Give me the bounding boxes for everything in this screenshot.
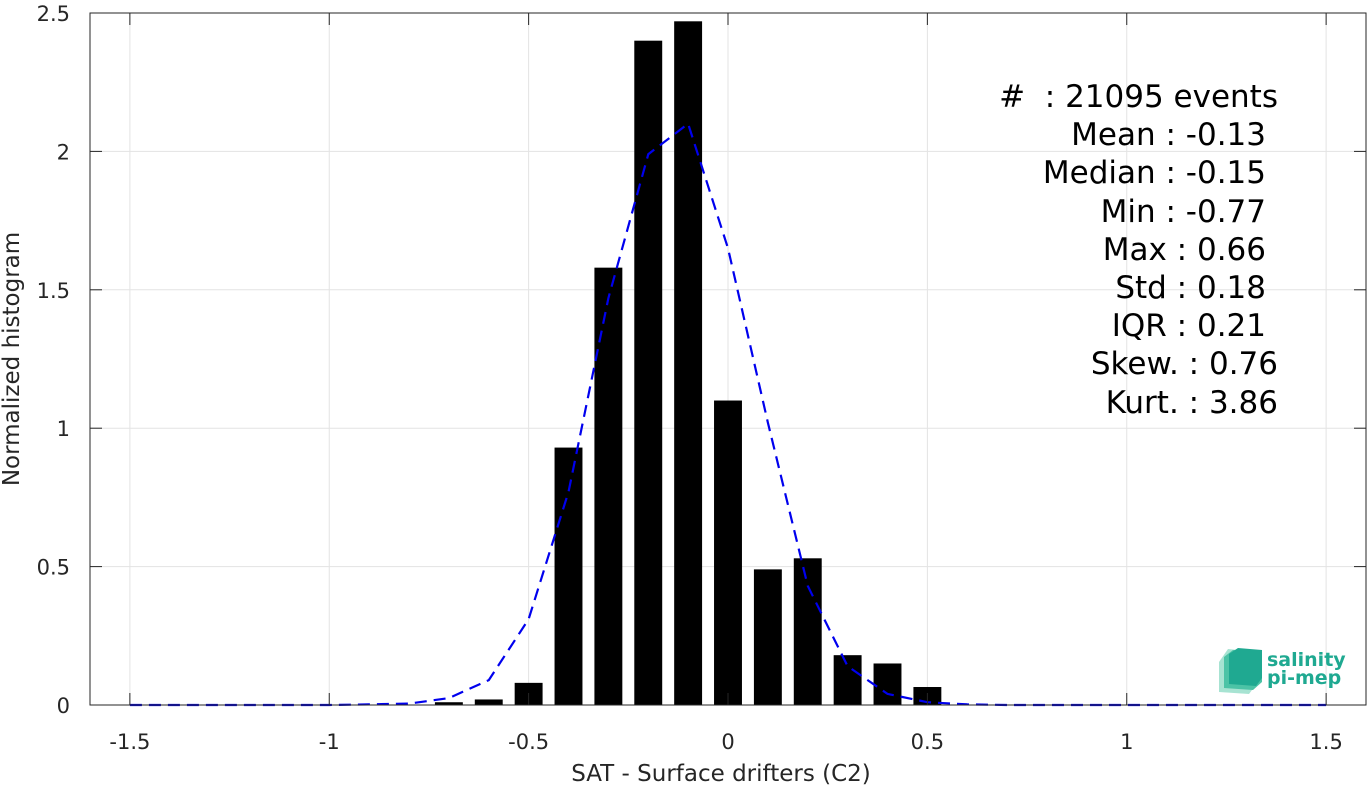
stat-line: Median : -0.15 xyxy=(1042,155,1266,192)
histogram-bar xyxy=(474,699,503,705)
x-tick-label: 1.5 xyxy=(1309,730,1342,754)
histogram-bar xyxy=(753,569,782,705)
histogram-bar xyxy=(634,40,663,706)
y-tick-label: 2.5 xyxy=(37,2,70,26)
stat-line: Skew. : 0.76 xyxy=(1090,346,1278,383)
histogram-bar xyxy=(674,21,703,705)
y-tick-labels: 0 0.5 1 1.5 2 2.5 xyxy=(37,2,70,718)
stat-line: # : 21095 events xyxy=(999,79,1278,115)
x-tick-labels: -1.5 -1 -0.5 0 0.5 1 1.5 xyxy=(109,730,1342,754)
x-tick-label: 0.5 xyxy=(911,730,944,754)
y-axis-label: Normalized histogram xyxy=(0,232,25,486)
stat-line: Std : 0.18 xyxy=(1115,270,1266,306)
y-tick-label: 1 xyxy=(57,417,70,441)
y-tick-label: 2 xyxy=(57,140,70,164)
histogram-bars xyxy=(434,21,942,706)
x-tick-label: -0.5 xyxy=(508,730,549,754)
histogram-bar xyxy=(793,558,822,705)
histogram-bar xyxy=(873,663,902,705)
histogram-bar xyxy=(434,702,463,705)
stat-line: Kurt. : 3.86 xyxy=(1105,384,1278,421)
histogram-bar xyxy=(833,655,862,705)
histogram-bar xyxy=(714,400,742,705)
stat-line: IQR : 0.21 xyxy=(1111,308,1266,345)
histogram-bar xyxy=(594,267,623,705)
x-tick-label: 0 xyxy=(721,730,734,754)
logo-text-salinity: salinity xyxy=(1267,649,1346,671)
stat-line: Max : 0.66 xyxy=(1102,231,1266,268)
axis-ticks xyxy=(90,12,1366,706)
y-tick-label: 1.5 xyxy=(37,279,70,303)
y-tick-label: 0 xyxy=(57,694,70,718)
stat-line: Min : -0.77 xyxy=(1100,193,1266,230)
stat-line: Mean : -0.13 xyxy=(1071,117,1266,154)
x-tick-label: -1 xyxy=(319,730,340,754)
x-tick-label: 1 xyxy=(1120,730,1133,754)
y-tick-label: 0.5 xyxy=(37,556,70,580)
x-tick-label: -1.5 xyxy=(109,730,150,754)
x-axis-label: SAT - Surface drifters (C2) xyxy=(571,761,871,785)
histogram-bar xyxy=(554,447,583,705)
logo-icon xyxy=(1219,648,1262,694)
logo-text-pi-mep: pi-mep xyxy=(1267,667,1342,689)
